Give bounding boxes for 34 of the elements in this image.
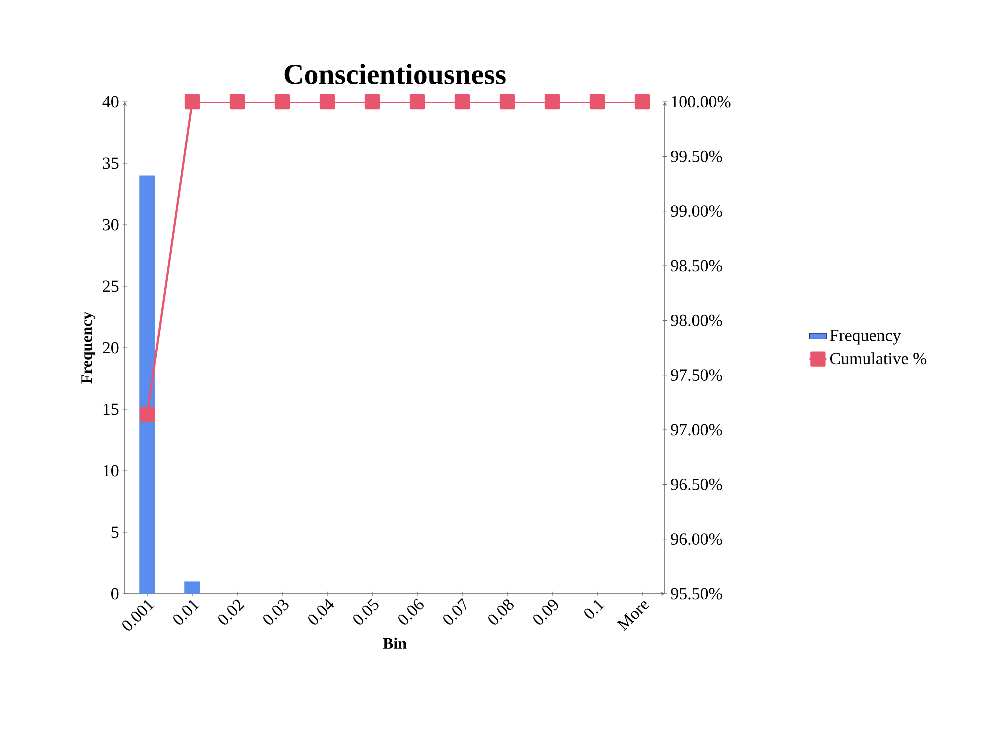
- y2-tick-label: 97.00%: [671, 424, 722, 436]
- y2-tick-label: 99.00%: [671, 206, 722, 218]
- y2-tick-label: 95.50%: [671, 588, 722, 600]
- x-tick-label: 0.09: [534, 600, 558, 625]
- x-axis-title: Bin: [383, 638, 407, 649]
- y2-tick-label: 98.00%: [671, 314, 722, 326]
- y-tick-label: 20: [103, 342, 119, 354]
- x-tick-label: 0.05: [354, 598, 379, 625]
- x-tick-label: 0.07: [444, 598, 467, 625]
- y-tick-label: 5: [112, 526, 119, 538]
- y2-tick-label: 96.00%: [671, 534, 722, 546]
- chart-title: Conscientiousness: [284, 64, 506, 85]
- y-tick-label: 30: [103, 219, 119, 231]
- y-axis-title: Frequency: [82, 312, 96, 384]
- y2-tick-label: 100.00%: [672, 96, 731, 108]
- x-tick-label: 0.01: [174, 600, 200, 625]
- y2-tick-label: 97.50%: [671, 370, 722, 382]
- x-tick-label: 0.08: [488, 600, 514, 625]
- x-tick-label: 0.03: [264, 600, 289, 625]
- legend-label: Frequency: [830, 330, 902, 345]
- y-tick-label: 35: [103, 158, 119, 170]
- legend-label: Cumulative %: [830, 352, 927, 365]
- x-tick-label: 0.04: [308, 599, 334, 625]
- y2-tick-label: 98.50%: [671, 260, 722, 272]
- y-tick-label: 10: [104, 465, 119, 477]
- y-tick-label: 15: [104, 404, 119, 416]
- y2-tick-label: 99.50%: [671, 150, 722, 162]
- y-tick-label: 0: [112, 588, 119, 600]
- x-tick-label: 0.02: [218, 600, 245, 625]
- x-tick-label: 0.1: [584, 600, 605, 619]
- y-tick-label: 40: [102, 96, 119, 108]
- y2-tick-label: 96.50%: [671, 478, 722, 490]
- x-tick-label: 0.06: [398, 598, 424, 625]
- y-tick-label: 25: [103, 280, 119, 292]
